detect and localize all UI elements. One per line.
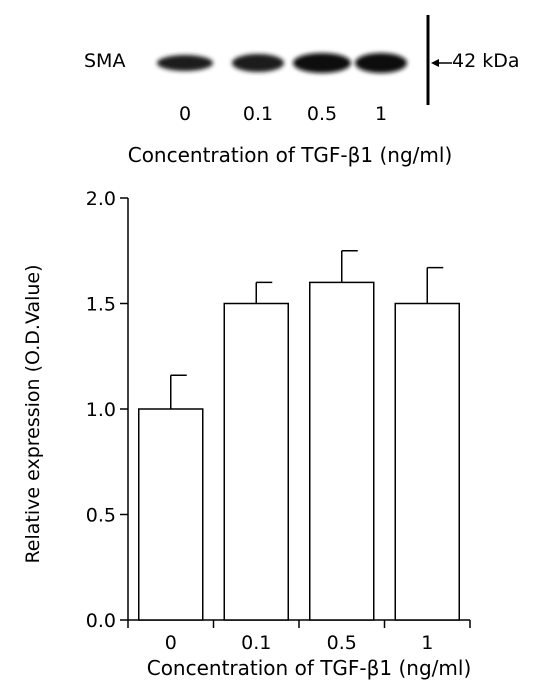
blot-marker-label: 42 kDa (452, 50, 520, 72)
x-tick-label-3: 1 (421, 632, 433, 654)
blot-x-axis-label: Concentration of TGF-β1 (ng/ml) (127, 143, 453, 167)
y-tick-label-3: 1.5 (86, 294, 116, 316)
blot-band-0.5 (293, 53, 351, 73)
bar-0.1 (223, 302, 289, 621)
y-tick-label-0: 0.0 (86, 610, 116, 632)
blot-panel (157, 15, 452, 105)
x-axis-label: Concentration of TGF-β1 (ng/ml) (147, 656, 472, 680)
bar-0 (138, 408, 204, 621)
blot-lane-label-3: 1 (374, 103, 388, 125)
y-tick-label-2: 1.0 (86, 399, 116, 421)
blot-lane-label-0: 0 (178, 103, 192, 125)
blot-protein-label: SMA (84, 50, 126, 72)
y-axis-label: Relative expression (O.D.Value) (22, 264, 44, 563)
blot-band-1 (355, 53, 407, 73)
marker-arrow-head (431, 59, 439, 67)
blot-lane-label-2: 0.5 (306, 103, 338, 125)
y-tick-label-1: 0.5 (86, 505, 116, 527)
y-tick-label-4: 2.0 (86, 188, 116, 210)
bar-1 (394, 302, 460, 621)
x-tick-label-1: 0.1 (241, 632, 271, 654)
x-tick-label-0: 0 (165, 632, 177, 654)
blot-band-0 (157, 55, 213, 71)
blot-lane-label-1: 0.1 (242, 103, 274, 125)
blot-band-0.1 (232, 54, 284, 72)
x-tick-label-2: 0.5 (327, 632, 357, 654)
bar-0.5 (309, 281, 375, 621)
